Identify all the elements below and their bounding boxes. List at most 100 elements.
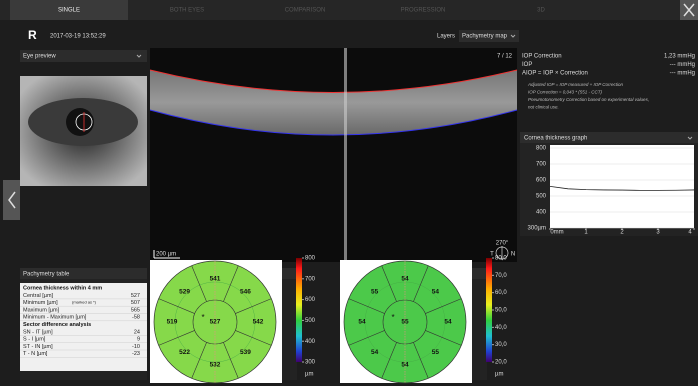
- colorbar-label: 20,0: [495, 360, 507, 366]
- colorbar-label: 80,0: [495, 256, 507, 262]
- prev-button[interactable]: [3, 180, 20, 220]
- tab-label: BOTH EYES: [170, 8, 204, 14]
- min-marker: *: [201, 313, 204, 322]
- eye-side: R: [28, 28, 37, 42]
- sector-value: 542: [253, 319, 264, 326]
- scale-label: 200 µm: [156, 252, 176, 258]
- x-tick-label: 0mm: [550, 230, 563, 236]
- sector-value: 529: [179, 288, 190, 295]
- datetime: 2017-03-19 13:52:29: [50, 34, 106, 40]
- tab-label: 3D: [537, 8, 545, 14]
- y-tick-label: 500: [536, 194, 547, 200]
- sector-line: [235, 298, 272, 314]
- row-value: 527: [131, 293, 140, 299]
- iop-note: IOP Correction = 0,043 * (551 - CCT): [528, 90, 602, 95]
- sector-value: 54: [358, 319, 366, 326]
- colorbar: [296, 258, 302, 362]
- sector-value: 527: [210, 319, 221, 326]
- table-title: Pachymetry table: [23, 272, 70, 278]
- iop-note: Adjusted IOP = IOP measured + IOP Correc…: [527, 82, 624, 87]
- iop-label: AIOP = IOP × Correction: [522, 71, 588, 77]
- iop-value: 1,23 mmHg: [664, 54, 695, 60]
- iop-panel: IOP Correction 1,23 mmHg IOP --- mmHg AIOP =…: [522, 54, 695, 110]
- table-header[interactable]: [20, 268, 147, 279]
- iop-note: not clinical use.: [528, 105, 559, 110]
- row-label: Maximum [µm]: [23, 307, 60, 313]
- anterior-boundary: [149, 69, 518, 93]
- sector-value: 54: [432, 288, 440, 295]
- row-note: (marked as *): [72, 300, 97, 305]
- sector-value: 519: [167, 319, 178, 326]
- row-value: -58: [132, 315, 140, 321]
- colorbar-label: 600: [305, 297, 316, 303]
- pupil: [66, 108, 94, 136]
- section-title: Cornea thickness within 4 mm: [23, 285, 102, 291]
- tab-bar: [0, 0, 680, 20]
- sector-line: [413, 342, 429, 379]
- sector-value: 55: [371, 288, 379, 295]
- tabs: SINGLE BOTH EYES COMPARISON PROGRESSION 3D: [10, 0, 546, 20]
- close-icon: [683, 3, 695, 17]
- y-tick-label: 600: [536, 178, 547, 184]
- iop-label: IOP: [522, 62, 532, 68]
- slice-number: 7 / 12: [497, 54, 513, 60]
- eye-preview-header[interactable]: [20, 50, 147, 62]
- row-label: Central [µm]: [23, 293, 54, 299]
- sector-value: 532: [210, 362, 221, 369]
- layers-label: Layers: [437, 34, 455, 40]
- iop-label: IOP Correction: [522, 54, 562, 60]
- y-tick-label: 800: [536, 146, 547, 152]
- sector-value: 54: [401, 362, 409, 369]
- colorbar-label: 700: [305, 276, 316, 282]
- tab-label: PROGRESSION: [401, 8, 446, 14]
- layers-dropdown[interactable]: [459, 30, 519, 42]
- tab-label: SINGLE: [58, 8, 80, 14]
- colorbar: [486, 258, 492, 362]
- sector-line: [191, 265, 207, 302]
- sector-line: [223, 342, 239, 379]
- sector-value: 54: [401, 276, 409, 283]
- posterior-boundary: [149, 109, 518, 136]
- iop-value: --- mmHg: [670, 71, 695, 77]
- sector-value: 522: [179, 349, 190, 356]
- y-tick-label: 400: [536, 210, 547, 216]
- colorbar-label: 50,0: [495, 308, 507, 314]
- tab-active[interactable]: [10, 0, 128, 20]
- table-body: Cornea thickness within 4 mm Central [µm]…: [20, 285, 147, 358]
- row-label: SN - IT [µm]: [23, 329, 53, 335]
- colorbar-label: 70,0: [495, 273, 507, 279]
- row-value: 24: [134, 329, 140, 335]
- tab-label: COMPARISON: [285, 8, 326, 14]
- colorbar-unit: µm: [305, 372, 313, 378]
- reflection-line: [344, 48, 347, 262]
- row-value: 9: [137, 337, 140, 343]
- x-tick-label: 1: [584, 230, 588, 236]
- sector-line: [425, 330, 462, 346]
- min-marker: *: [391, 313, 394, 322]
- sector-line: [348, 298, 385, 314]
- sector-line: [191, 342, 207, 379]
- section-title: Sector difference analysis: [23, 322, 91, 328]
- colorbar-label: 30,0: [495, 342, 507, 348]
- sector-value: 546: [240, 288, 251, 295]
- y-tick-label: 700: [536, 162, 547, 168]
- row-label: T - N [µm]: [23, 351, 48, 357]
- cornea-band: [150, 70, 517, 135]
- sector-line: [381, 265, 397, 302]
- dropdown-arrow: [136, 54, 142, 58]
- row-label: ST - IN [µm]: [23, 344, 53, 350]
- graph-header[interactable]: [520, 132, 698, 143]
- oct-image: [150, 48, 517, 262]
- sector-value: 541: [210, 276, 221, 283]
- dropdown-arrow: [687, 136, 693, 140]
- colorbar-label: 800: [305, 256, 316, 262]
- prev-icon: [8, 191, 16, 209]
- sector-line: [381, 342, 397, 379]
- row-value: -23: [132, 351, 140, 357]
- row-label: Minimum - Maximum [µm]: [23, 315, 87, 321]
- row-value: 565: [131, 307, 140, 313]
- colorbar-label: 500: [305, 318, 316, 324]
- sector-value: 55: [401, 319, 409, 326]
- colorbar-label: 400: [305, 339, 316, 345]
